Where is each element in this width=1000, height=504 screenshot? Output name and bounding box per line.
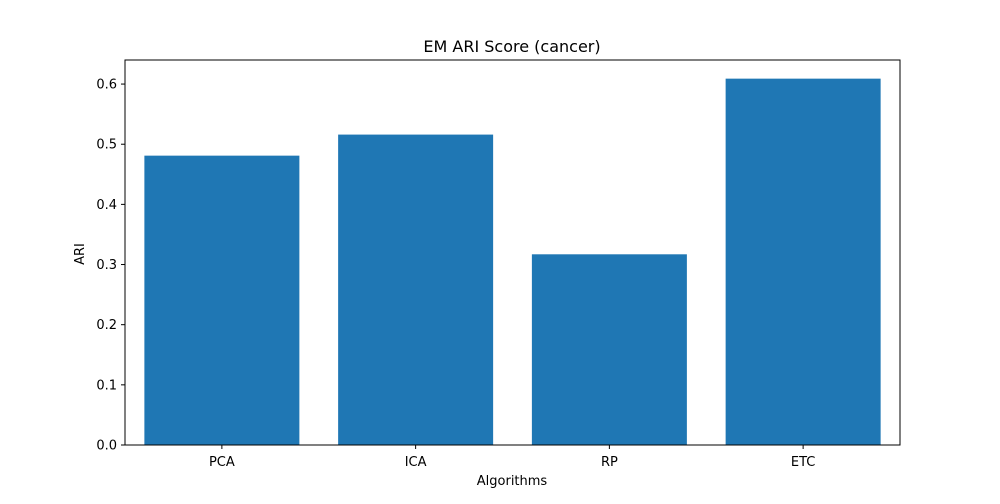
bar-etc (725, 78, 881, 446)
y-tick-label: 0.6 (96, 78, 117, 93)
y-tick-label: 0.5 (96, 138, 117, 153)
y-tick-label: 0.0 (96, 439, 117, 454)
y-axis-label: ARI (73, 243, 88, 265)
axes-frame (124, 59, 901, 446)
x-tick-label: RP (601, 455, 618, 470)
x-tick-label: ICA (405, 455, 427, 470)
y-tick-label: 0.2 (96, 318, 117, 333)
plot-area: PCA ICA RP ETC 0.0 0.1 0.2 0.3 0.4 0.5 0.6 (96, 59, 901, 470)
x-tick-label: PCA (209, 455, 235, 470)
y-tick-label: 0.1 (96, 378, 117, 393)
bar-rp (531, 254, 687, 445)
bar-ica (338, 134, 494, 445)
y-tick-label: 0.4 (96, 198, 117, 213)
y-tick-label: 0.3 (96, 258, 117, 273)
bar-pca (144, 155, 300, 445)
chart-title: EM ARI Score (cancer) (423, 37, 600, 56)
x-tick-label: ETC (791, 455, 815, 470)
x-axis-label: Algorithms (477, 474, 548, 489)
